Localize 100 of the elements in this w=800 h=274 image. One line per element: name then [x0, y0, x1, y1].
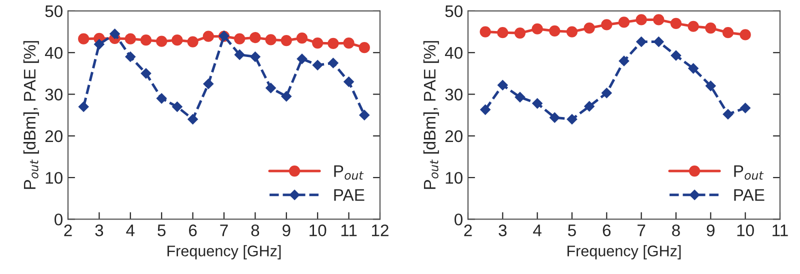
y-tick-label: 30 [45, 88, 62, 100]
x-tick-label: 8 [672, 224, 680, 236]
point [532, 98, 542, 109]
x-tick-label: 4 [533, 224, 542, 236]
point [343, 37, 354, 49]
point [344, 76, 354, 87]
point [670, 50, 682, 61]
x-axis-title: Frequency [GHz] [168, 245, 281, 260]
x-tick-label: 9 [282, 224, 290, 236]
point [94, 39, 104, 50]
y-tick-label: 20 [445, 130, 462, 142]
point [584, 101, 594, 112]
point [601, 19, 612, 30]
x-tick-label: 3 [498, 224, 507, 236]
point [234, 33, 246, 44]
x-tick-label: 12 [372, 224, 388, 236]
point [740, 29, 751, 40]
point [740, 102, 750, 114]
point [359, 110, 370, 120]
point [110, 28, 120, 39]
point [78, 33, 90, 44]
y-tick-label: 20 [45, 130, 62, 142]
point [618, 56, 630, 66]
x-tick-label: 10 [310, 224, 326, 236]
y-tick-label: 50 [45, 5, 62, 18]
x-tick-label: 7 [638, 224, 646, 236]
x-tick-label: 10 [737, 224, 754, 236]
point [566, 26, 578, 38]
y-axis-title: P$_{out}$ [dBm], PAE [%] [23, 41, 39, 189]
point [532, 23, 543, 34]
point [140, 68, 152, 79]
point [156, 36, 168, 47]
x-tick-label: 2 [64, 224, 72, 236]
point [265, 34, 276, 46]
point [250, 32, 261, 44]
point [188, 114, 198, 124]
point [480, 104, 490, 115]
x-tick-label: 6 [602, 224, 611, 236]
y-tick-label: 40 [44, 47, 62, 59]
y-tick-label: 40 [444, 47, 462, 59]
point [187, 36, 198, 48]
point [312, 60, 323, 70]
point [328, 58, 338, 68]
y-tick-label: 10 [46, 172, 62, 184]
point [480, 26, 491, 38]
y-axis-title: P$_{out}$ [dBm], PAE [%] [423, 41, 439, 189]
point [296, 32, 308, 44]
point [234, 50, 245, 60]
point [125, 52, 136, 62]
x-tick-label: 2 [464, 224, 472, 236]
legend-label: P$_{out}$ [334, 165, 364, 180]
point [566, 114, 578, 124]
point [202, 30, 214, 42]
x-tick-label: 4 [126, 224, 135, 236]
legend-label: P$_{out}$ [734, 165, 764, 180]
point [602, 88, 612, 98]
point [550, 112, 560, 123]
point [706, 80, 716, 92]
point [549, 25, 560, 37]
point [280, 34, 292, 46]
point [722, 109, 734, 120]
point [358, 42, 370, 54]
point [140, 34, 152, 46]
x-tick-label: 5 [158, 224, 166, 236]
x-tick-label: 5 [568, 224, 576, 236]
point [172, 102, 182, 112]
point [312, 37, 324, 49]
point [172, 34, 183, 46]
point [124, 33, 136, 44]
point [281, 91, 292, 102]
point [636, 14, 647, 26]
point [636, 36, 646, 47]
x-tick-label: 11 [772, 224, 788, 236]
point [514, 27, 526, 39]
legend-label: PAE [334, 189, 364, 201]
legend-label: PAE [734, 189, 764, 201]
x-tick-label: 11 [341, 224, 357, 236]
point [266, 82, 276, 94]
y-tick-label: 10 [446, 172, 462, 184]
point [498, 80, 508, 90]
point [722, 27, 734, 38]
point [688, 63, 698, 74]
y-tick-label: 30 [445, 88, 462, 100]
point [654, 36, 664, 47]
point [618, 16, 630, 28]
y-tick-label: 0 [454, 214, 462, 226]
point [497, 27, 508, 38]
point [250, 52, 260, 62]
x-tick-label: 9 [706, 224, 715, 236]
x-axis-title: Frequency [GHz] [568, 245, 681, 260]
x-tick-label: 3 [95, 224, 104, 236]
x-tick-label: 6 [189, 224, 197, 236]
y-tick-label: 0 [54, 214, 62, 226]
x-tick-label: 8 [251, 224, 260, 236]
y-tick-label: 50 [445, 5, 462, 18]
point [653, 14, 664, 26]
point [156, 93, 167, 104]
x-tick-label: 7 [220, 224, 228, 236]
point [203, 78, 214, 89]
point [514, 92, 526, 102]
